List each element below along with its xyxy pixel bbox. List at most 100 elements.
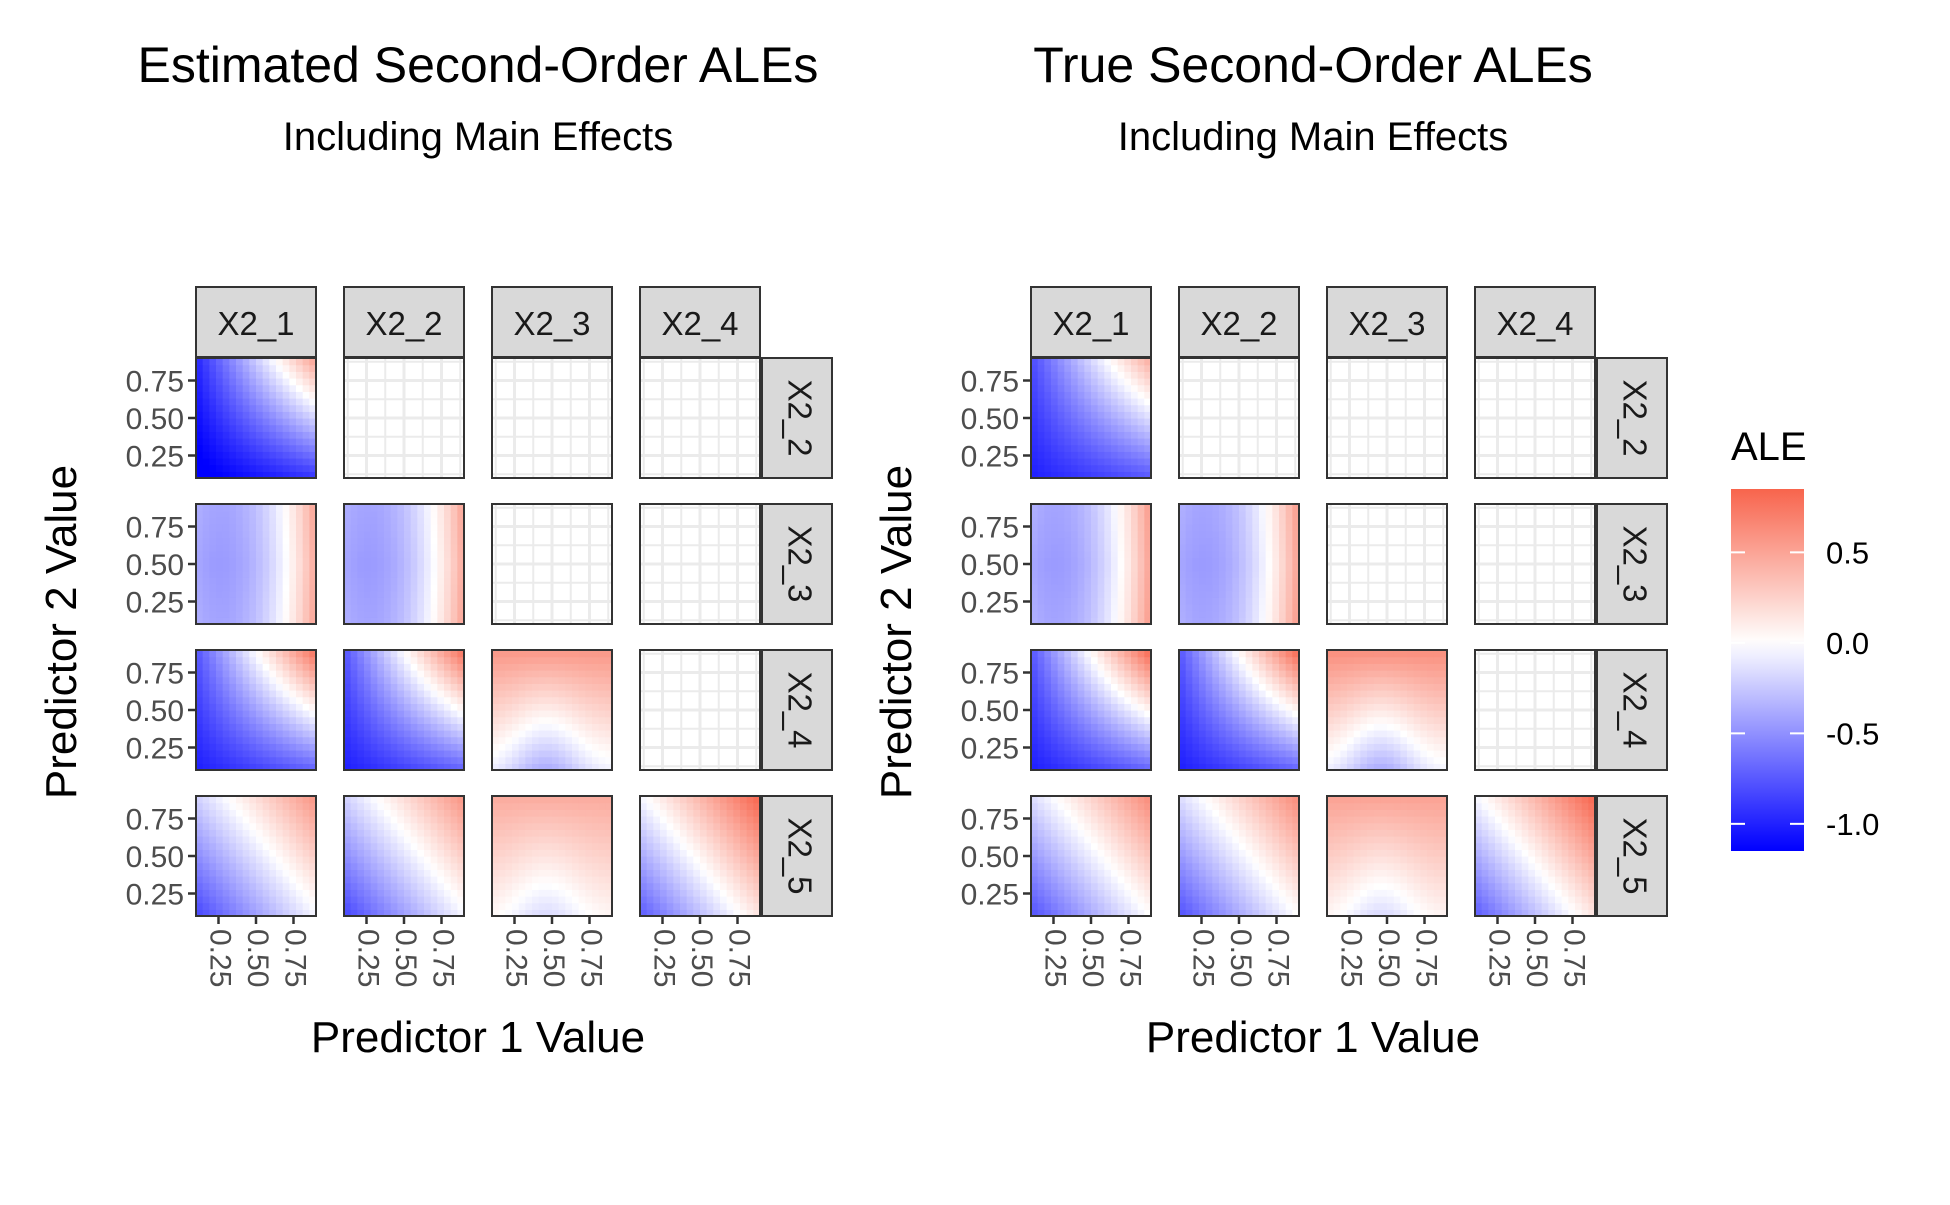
heatmap-tile [572,856,579,863]
heatmap-tile [733,816,740,823]
heatmap-tile [1084,697,1091,704]
heatmap-tile [647,863,654,870]
heatmap-tile [667,896,674,903]
heatmap-tile [1266,537,1273,544]
heatmap-tile [417,903,424,910]
heatmap-tile [1219,611,1226,618]
heatmap-tile [1124,730,1131,737]
heatmap-tile [720,883,727,890]
heatmap-tile [384,809,391,816]
heatmap-tile [653,883,660,890]
facet-column-label: X2_4 [661,305,738,342]
heatmap-tile [196,809,203,816]
heatmap-tile [269,823,276,830]
heatmap-tile [539,683,546,690]
heatmap-tile [585,849,592,856]
heatmap-tile [1131,431,1138,438]
heatmap-tile [243,531,250,538]
heatmap-tile [1058,365,1065,372]
heatmap-tile [525,657,532,664]
heatmap-tile [747,863,754,870]
heatmap-tile [1031,405,1038,412]
heatmap-tile [437,883,444,890]
heatmap-tile [276,431,283,438]
heatmap-tile [1131,511,1138,518]
heatmap-tile [283,710,290,717]
heatmap-tile [303,544,310,551]
heatmap-tile [391,690,398,697]
heatmap-tile [1064,445,1071,452]
heatmap-tile [303,663,310,670]
heatmap-tile [1044,577,1051,584]
heatmap-tile [424,657,431,664]
heatmap-tile [276,425,283,432]
heatmap-tile [519,856,526,863]
heatmap-tile [249,438,256,445]
heatmap-tile [1199,524,1206,531]
heatmap-tile [289,378,296,385]
heatmap-tile [740,849,747,856]
heatmap-tile [351,723,358,730]
heatmap-tile [747,869,754,876]
heatmap-tile [269,663,276,670]
heatmap-tile [444,730,451,737]
heatmap-tile [733,869,740,876]
heatmap-tile [572,670,579,677]
heatmap-tile [1206,571,1213,578]
heatmap-tile [196,657,203,664]
heatmap-tile [256,703,263,710]
heatmap-tile [209,750,216,757]
heatmap-tile [1131,577,1138,584]
heatmap-tile [1219,551,1226,558]
heatmap-tile [1124,611,1131,618]
heatmap-tile [1104,451,1111,458]
heatmap-tile [397,670,404,677]
heatmap-tile [303,398,310,405]
heatmap-tile [256,863,263,870]
heatmap-tile [1051,657,1058,664]
heatmap-tile [256,604,263,611]
heatmap-tile [216,537,223,544]
heatmap-tile [1031,504,1038,511]
heatmap-tile [229,743,236,750]
heatmap-tile [720,849,727,856]
heatmap-tile [276,896,283,903]
heatmap-tile [585,703,592,710]
heatmap-tile [1078,445,1085,452]
heatmap-tile [243,856,250,863]
heatmap-tile [263,378,270,385]
heatmap-tile [539,823,546,830]
heatmap-tile [404,577,411,584]
heatmap-tile [1286,531,1293,538]
heatmap-tile [256,385,263,392]
heatmap-tile [364,517,371,524]
heatmap-tile [424,717,431,724]
heatmap-tile [1091,524,1098,531]
heatmap-tile [647,903,654,910]
heatmap-tile [424,611,431,618]
heatmap-tile [357,730,364,737]
heatmap-tile [1272,511,1279,518]
heatmap-tile [1138,670,1145,677]
heatmap-tile [296,584,303,591]
heatmap-tile [209,697,216,704]
heatmap-tile [673,876,680,883]
heatmap-tile [552,697,559,704]
heatmap-tile [236,816,243,823]
heatmap-tile [209,730,216,737]
heatmap-tile [424,504,431,511]
heatmap-tile [1078,757,1085,764]
heatmap-tile [357,703,364,710]
heatmap-tile [1138,604,1145,611]
heatmap-tile [700,849,707,856]
heatmap-tile [1058,524,1065,531]
heatmap-tile [289,431,296,438]
heatmap-tile [519,849,526,856]
heatmap-tile [223,823,230,830]
heatmap-tile [1098,717,1105,724]
heatmap-tile [747,896,754,903]
heatmap-tile [673,816,680,823]
heatmap-tile [1098,557,1105,564]
heatmap-tile [364,750,371,757]
heatmap-tile [1286,564,1293,571]
